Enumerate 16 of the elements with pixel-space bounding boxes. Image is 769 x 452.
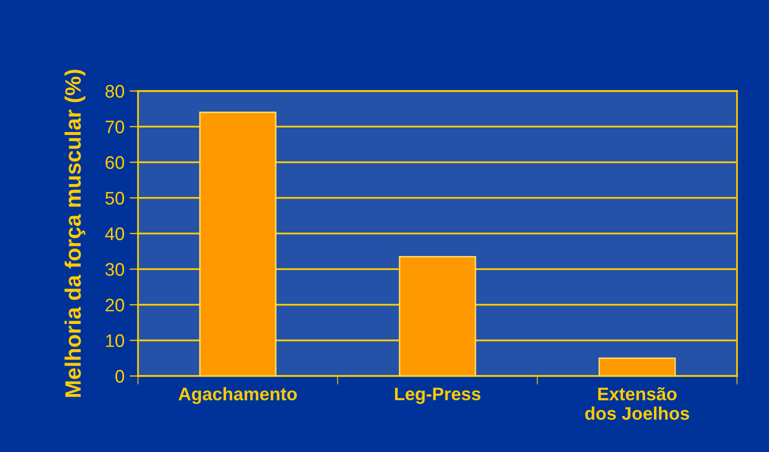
y-tick-label: 70: [106, 120, 124, 134]
y-tick-label: 30: [105, 263, 124, 276]
y-tick-label: 60: [106, 156, 124, 169]
y-axis-title: Melhoria da força muscular (%): [64, 70, 86, 397]
y-tick-label: 20: [106, 298, 124, 312]
y-tick-label: 0: [115, 370, 124, 383]
y-tick-label: 80: [106, 84, 124, 98]
y-tick-label: 10: [106, 334, 124, 348]
bar: [199, 112, 276, 376]
bar: [398, 256, 476, 376]
x-tick-label: Agachamento: [178, 387, 297, 404]
x-tick-label: Extensão dos Joelhos: [585, 387, 690, 420]
bar: [598, 357, 676, 376]
x-tick-label: Leg-Press: [395, 388, 480, 404]
y-tick-label: 40: [105, 227, 124, 240]
y-tick-label: 50: [105, 192, 124, 205]
